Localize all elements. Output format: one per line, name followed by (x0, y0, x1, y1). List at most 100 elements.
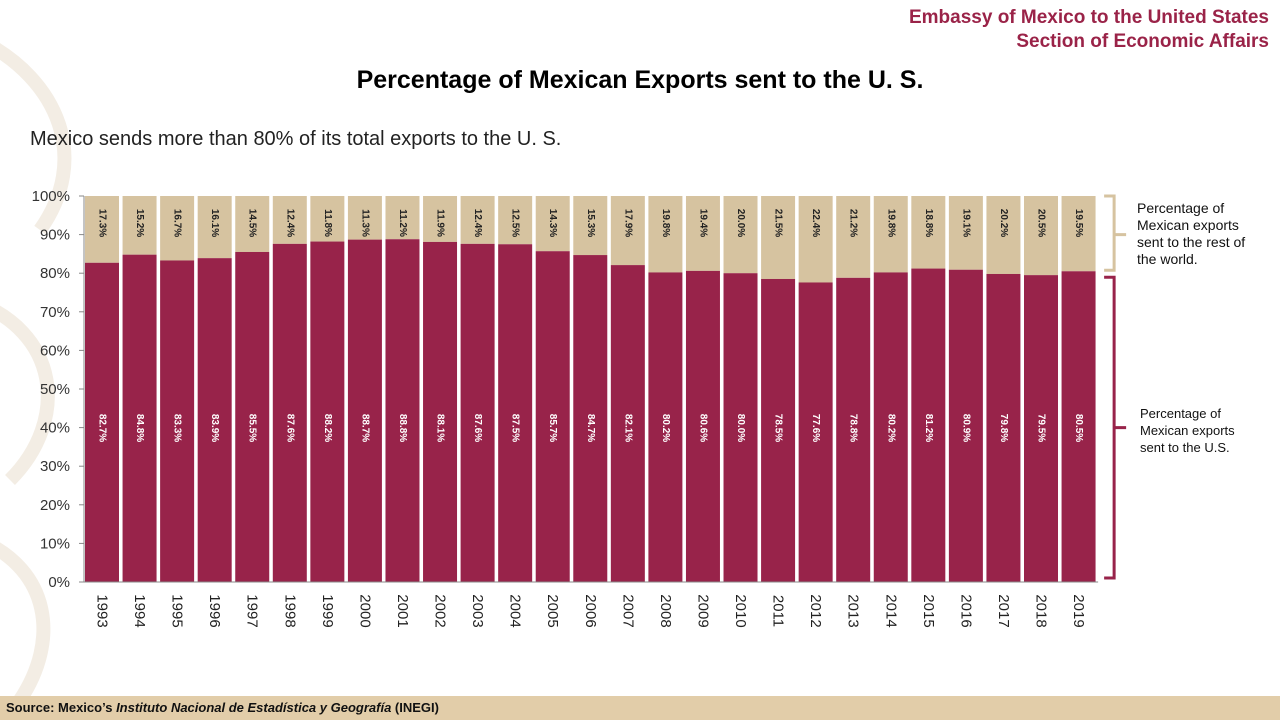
y-tick-label: 100% (32, 188, 70, 205)
data-label-rest-2012: 22.4% (810, 209, 821, 237)
data-label-rest-2000: 11.3% (359, 209, 370, 237)
data-label-rest-2014: 19.8% (885, 209, 896, 237)
x-tick-label-2012: 2012 (807, 594, 824, 627)
bar-rest-2008 (648, 196, 683, 273)
bar-us-2000 (347, 239, 382, 583)
data-label-rest-1994: 15.2% (134, 209, 145, 237)
y-tick-label: 30% (40, 458, 70, 475)
data-label-us-2017: 79.8% (998, 414, 1009, 442)
bar-rest-2011 (761, 196, 796, 279)
data-label-rest-2019: 19.5% (1073, 209, 1084, 237)
data-label-us-2013: 78.8% (848, 414, 859, 442)
data-label-us-1995: 83.3% (172, 414, 183, 442)
data-label-us-2014: 80.2% (885, 414, 896, 442)
y-tick-label: 70% (40, 304, 70, 321)
bar-rest-2003 (460, 196, 495, 244)
data-label-us-2018: 79.5% (1036, 414, 1047, 442)
y-axis: 0% 10% 20% 30% 40% 50% 60% 70% 80% 90% 100% (32, 188, 85, 591)
bar-rest-1994 (122, 196, 157, 255)
data-label-us-2008: 80.2% (660, 414, 671, 442)
bar-us-1997 (235, 251, 270, 582)
x-tick-label-2000: 2000 (356, 594, 373, 627)
data-label-us-1994: 84.8% (134, 414, 145, 442)
x-tick-label-2005: 2005 (544, 594, 561, 627)
x-tick-label-1996: 1996 (206, 594, 223, 627)
data-label-rest-2013: 21.2% (848, 209, 859, 237)
y-tick-label: 20% (40, 497, 70, 514)
bar-us-2001 (385, 239, 420, 582)
x-tick-label-2004: 2004 (507, 594, 524, 627)
data-label-rest-2007: 17.9% (622, 209, 633, 237)
data-label-us-2019: 80.5% (1073, 414, 1084, 442)
bar-us-2008 (648, 272, 683, 582)
data-label-rest-2002: 11.9% (435, 209, 446, 237)
data-label-rest-2017: 20.2% (998, 209, 1009, 237)
y-tick-label: 80% (40, 265, 70, 282)
data-label-rest-2005: 14.3% (547, 209, 558, 237)
bar-rest-1999 (310, 196, 345, 242)
bracket-us (1104, 275, 1127, 580)
x-tick-label-1993: 1993 (94, 594, 111, 627)
bar-rest-2017 (986, 196, 1021, 274)
embassy-header: Embassy of Mexico to the United States S… (909, 6, 1269, 54)
x-tick-label-2002: 2002 (432, 594, 449, 627)
data-label-us-1997: 85.5% (247, 414, 258, 442)
bar-rest-2007 (610, 196, 645, 266)
data-label-us-1999: 88.2% (322, 414, 333, 442)
data-label-us-2011: 78.5% (773, 414, 784, 442)
data-label-us-2005: 85.7% (547, 414, 558, 442)
bar-us-2004 (498, 244, 533, 582)
bar-rest-2002 (423, 196, 458, 242)
x-tick-label-2003: 2003 (469, 594, 486, 627)
bars-group: 17.3% 82.7% 15.2% 84.8% 16.7% 83.3% 16.1% 83.9%… (85, 196, 1096, 583)
bar-us-2011 (761, 278, 796, 582)
bar-us-2018 (1024, 275, 1058, 582)
bar-rest-1996 (197, 196, 232, 259)
x-tick-label-2011: 2011 (770, 595, 787, 627)
x-tick-label-2016: 2016 (957, 594, 974, 627)
bar-us-1998 (272, 243, 307, 582)
x-tick-label-2019: 2019 (1070, 594, 1087, 627)
source-footer: Source: Mexico’s Instituto Nacional de E… (0, 696, 1280, 720)
bar-us-1994 (122, 254, 157, 582)
x-tick-label-1995: 1995 (169, 594, 186, 627)
data-label-us-2003: 87.6% (472, 414, 483, 442)
bar-rest-2001 (385, 196, 420, 240)
data-label-rest-1998: 12.4% (284, 209, 295, 237)
bar-us-2019 (1061, 271, 1096, 582)
data-label-rest-2004: 12.5% (510, 209, 521, 237)
y-tick-label: 10% (40, 535, 70, 552)
data-label-us-2002: 88.1% (435, 414, 446, 442)
bar-rest-2014 (873, 196, 908, 273)
stacked-bar-chart: 0% 10% 20% 30% 40% 50% 60% 70% 80% 90% 100% 17.3% 8… (32, 188, 1127, 628)
bar-rest-1998 (272, 196, 307, 244)
x-tick-label-2009: 2009 (694, 594, 711, 627)
data-label-rest-1999: 11.8% (322, 209, 333, 237)
data-label-us-2007: 82.1% (622, 414, 633, 442)
x-tick-label-2013: 2013 (845, 594, 862, 627)
data-label-rest-2008: 19.8% (660, 209, 671, 237)
data-label-us-2004: 87.5% (510, 414, 521, 442)
data-label-us-2000: 88.7% (359, 414, 370, 442)
x-tick-label-1999: 1999 (319, 594, 336, 627)
bar-rest-2005 (535, 196, 570, 252)
data-label-us-2001: 88.8% (397, 414, 408, 442)
x-tick-label-1998: 1998 (281, 594, 298, 627)
bar-us-2015 (911, 268, 946, 582)
chart-title: Percentage of Mexican Exports sent to th… (356, 66, 924, 94)
x-tick-label-2010: 2010 (732, 594, 749, 627)
bar-us-2017 (986, 273, 1021, 582)
legend-us: Percentage of Mexican exports sent to th… (1140, 406, 1235, 455)
data-label-rest-2018: 20.5% (1036, 209, 1047, 237)
bar-rest-1995 (160, 196, 195, 261)
bar-rest-2004 (498, 196, 533, 245)
bar-rest-2010 (723, 196, 758, 274)
data-label-rest-2010: 20.0% (735, 209, 746, 237)
bar-rest-1993 (85, 196, 119, 263)
data-label-rest-2006: 15.3% (585, 209, 596, 237)
y-tick-label: 60% (40, 342, 70, 359)
bar-rest-2000 (347, 196, 382, 240)
header-line-1: Embassy of Mexico to the United States (908, 7, 1269, 28)
data-label-us-1996: 83.9% (209, 414, 220, 442)
bar-us-2016 (948, 269, 983, 582)
